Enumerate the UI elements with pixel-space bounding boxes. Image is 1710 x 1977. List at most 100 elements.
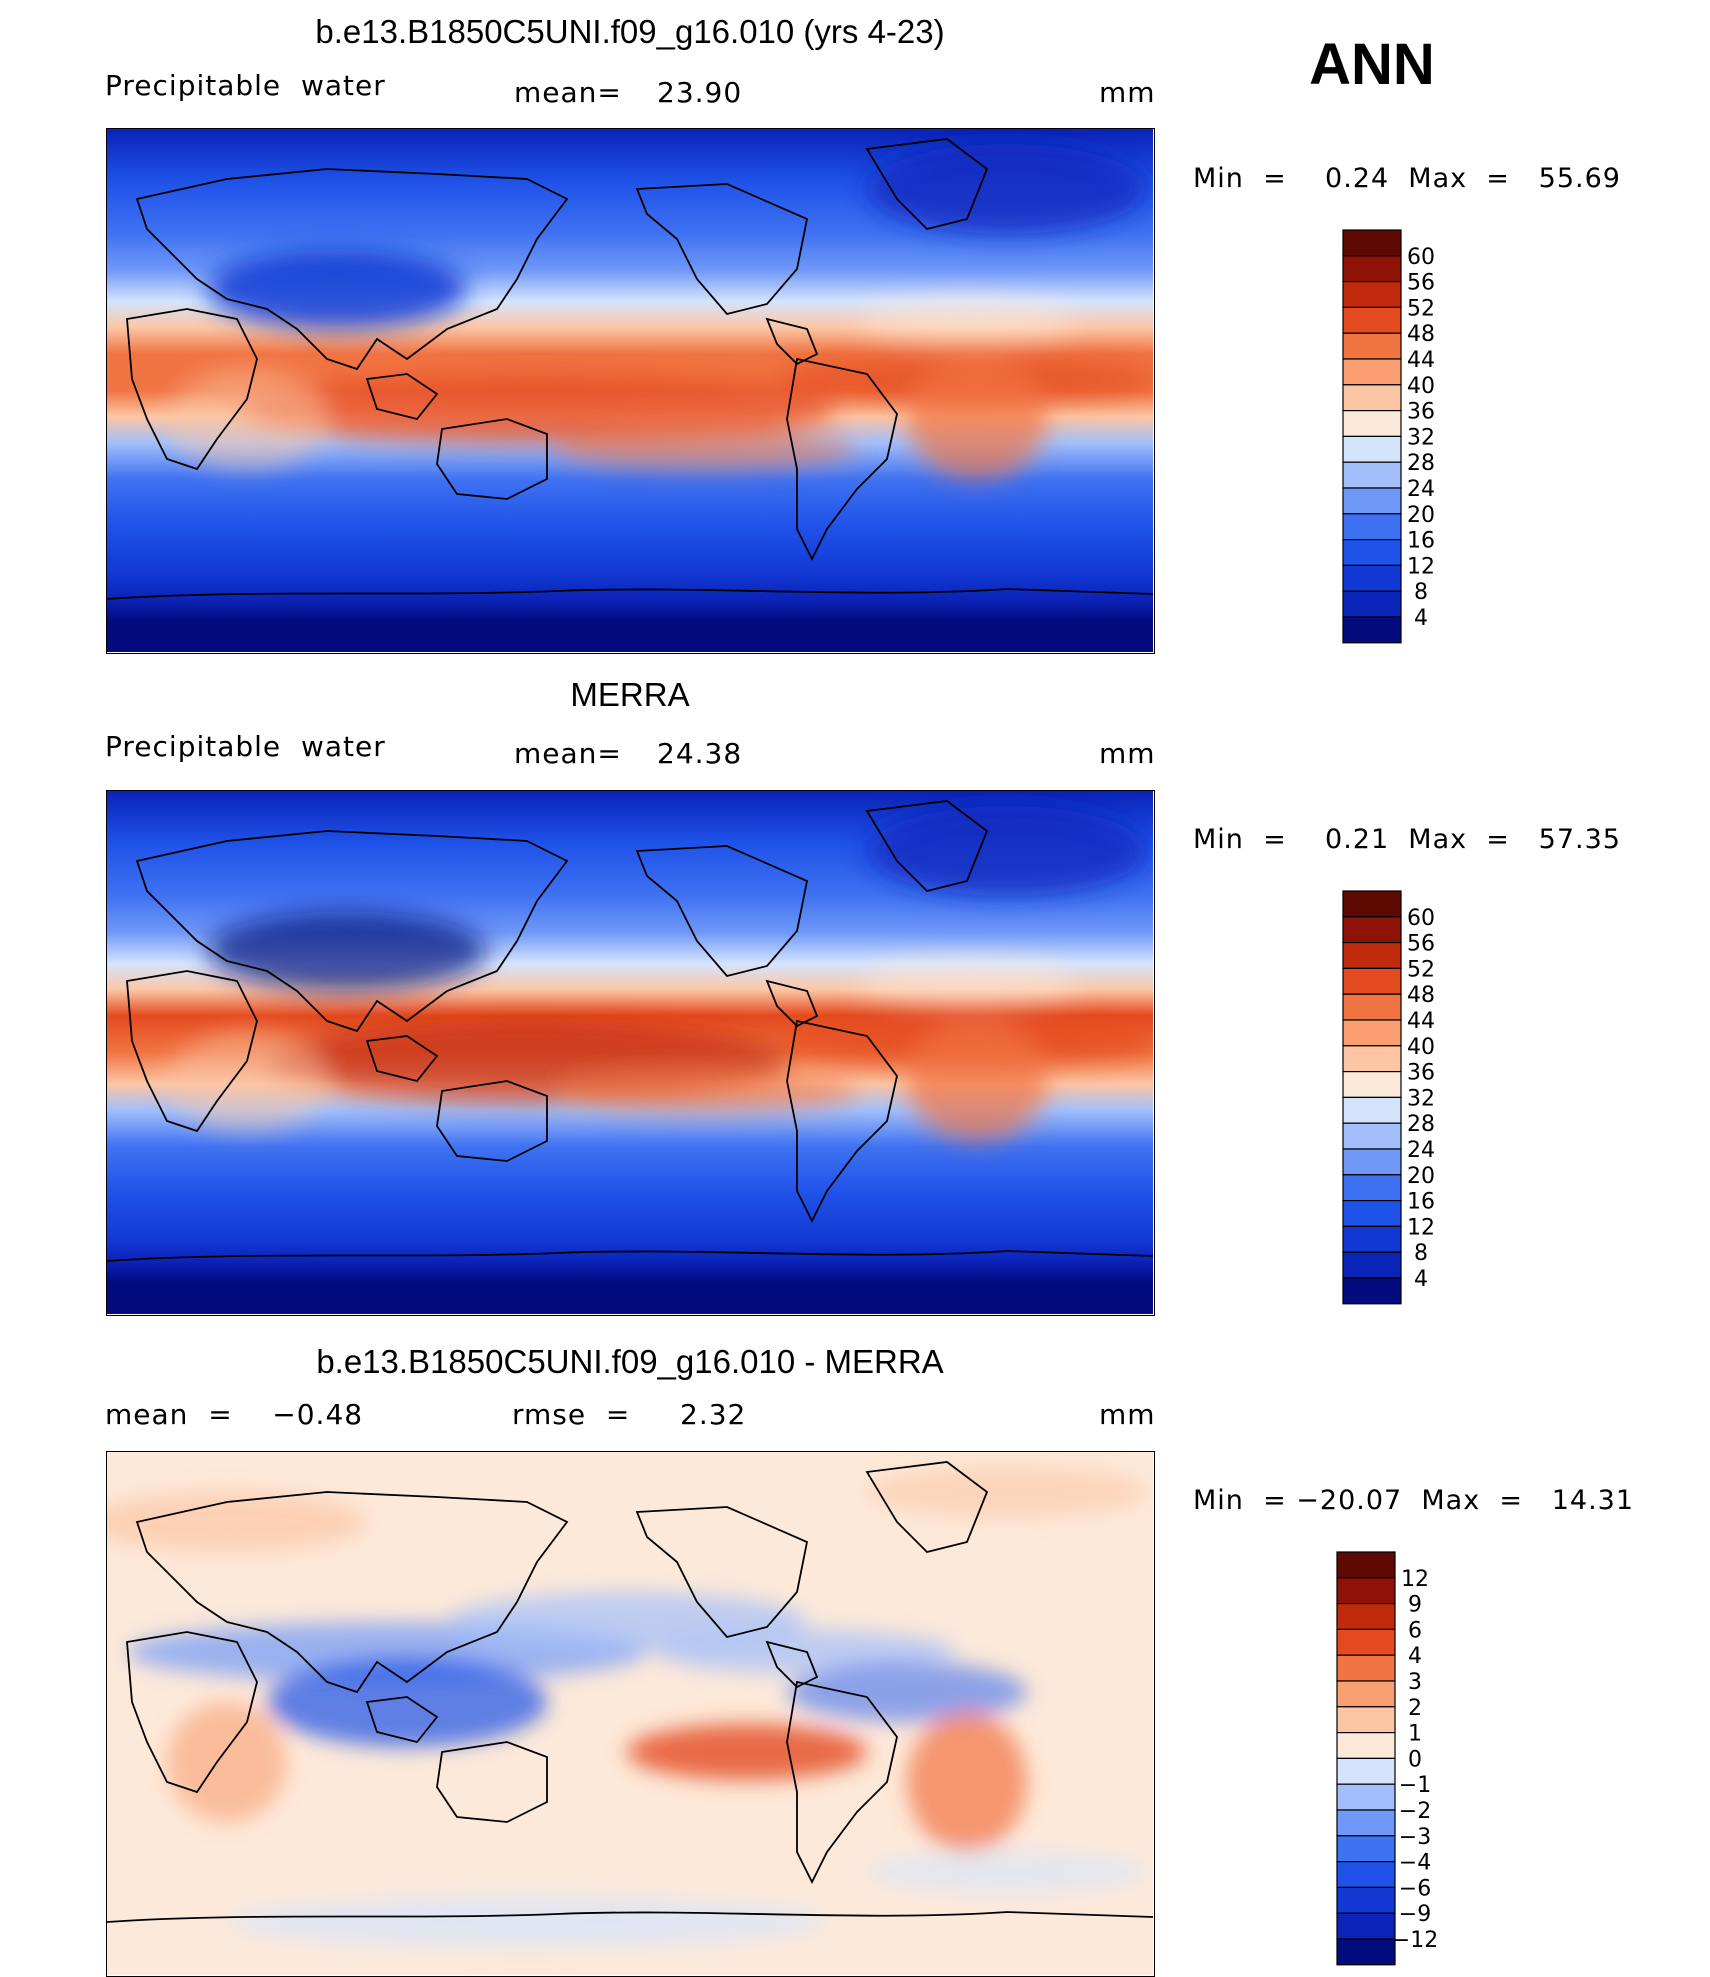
panel2-variable-label: Precipitable water bbox=[105, 730, 386, 763]
panel2-units: mm bbox=[1099, 737, 1156, 770]
colorbar-swatch bbox=[1342, 384, 1402, 412]
colorbar-swatch bbox=[1342, 539, 1402, 567]
panel3-map-canvas bbox=[107, 1452, 1153, 1975]
panel1-variable-label: Precipitable water bbox=[105, 69, 386, 102]
colorbar-swatch bbox=[1342, 916, 1402, 944]
colorbar-swatch bbox=[1342, 358, 1402, 386]
colorbar-swatch bbox=[1342, 1019, 1402, 1047]
panel3-colorbar: 12 9 6 4 3 2 1 0 −1 −2 −3 −4 −6 −9 −12 bbox=[1336, 1551, 1477, 1972]
colorbar-tick-label: 36 bbox=[1407, 1061, 1435, 1086]
colorbar-swatch bbox=[1336, 1886, 1396, 1914]
panel2-features bbox=[167, 806, 1153, 1141]
colorbar-swatch bbox=[1342, 513, 1402, 541]
colorbar-swatch bbox=[1336, 1706, 1396, 1734]
colorbar-swatch bbox=[1342, 229, 1402, 257]
colorbar-tick-label: 40 bbox=[1407, 374, 1435, 399]
colorbar-tick-label: 0 bbox=[1408, 1747, 1422, 1772]
colorbar-swatch bbox=[1342, 435, 1402, 463]
colorbar-swatch bbox=[1342, 280, 1402, 308]
colorbar-tick-label: 12 bbox=[1407, 1215, 1435, 1240]
season-label: ANN bbox=[1309, 32, 1435, 97]
colorbar-swatch bbox=[1336, 1861, 1396, 1889]
colorbar-tick-label: −9 bbox=[1399, 1902, 1431, 1927]
panel2-mean-value: 24.38 bbox=[657, 737, 743, 770]
colorbar-swatch bbox=[1336, 1912, 1396, 1940]
colorbar-tick-label: −2 bbox=[1399, 1799, 1431, 1824]
colorbar-swatch bbox=[1342, 616, 1402, 644]
panel3-rmse-label: rmse = bbox=[512, 1398, 631, 1431]
panel1-units: mm bbox=[1099, 76, 1156, 109]
colorbar-tick-label: −4 bbox=[1399, 1851, 1431, 1876]
colorbar-swatch bbox=[1336, 1835, 1396, 1863]
panel3-units: mm bbox=[1099, 1398, 1156, 1431]
colorbar-swatch bbox=[1342, 306, 1402, 334]
colorbar-swatch bbox=[1336, 1809, 1396, 1837]
colorbar-swatch bbox=[1342, 890, 1402, 918]
colorbar-tick-label: 48 bbox=[1407, 983, 1435, 1008]
panel2-colorbar: 60 56 52 48 44 40 36 32 28 24 20 16 12 8 4 bbox=[1342, 890, 1483, 1311]
colorbar-tick-label: 56 bbox=[1407, 271, 1435, 296]
colorbar-tick-label: 36 bbox=[1407, 400, 1435, 425]
panel1-colorbar: 60 56 52 48 44 40 36 32 28 24 20 16 12 8 4 bbox=[1342, 229, 1483, 650]
panel1-mean-label: mean= bbox=[514, 76, 622, 109]
colorbar-swatch bbox=[1336, 1551, 1396, 1579]
colorbar-swatch bbox=[1342, 590, 1402, 618]
panel1-title: b.e13.B1850C5UNI.f09_g16.010 (yrs 4-23) bbox=[315, 13, 945, 50]
panel2-map bbox=[106, 790, 1155, 1316]
colorbar-tick-label: 8 bbox=[1414, 1241, 1428, 1266]
panel3-map bbox=[106, 1451, 1155, 1977]
colorbar-swatch bbox=[1342, 1096, 1402, 1124]
colorbar-tick-label: 12 bbox=[1407, 554, 1435, 579]
colorbar-tick-label: −12 bbox=[1392, 1928, 1438, 1953]
colorbar-tick-label: 20 bbox=[1407, 1164, 1435, 1189]
colorbar-swatch bbox=[1342, 1045, 1402, 1073]
colorbar-tick-label: 32 bbox=[1407, 425, 1435, 450]
colorbar-tick-label: 28 bbox=[1407, 451, 1435, 476]
colorbar-tick-label: 24 bbox=[1407, 477, 1435, 502]
panel3-rmse-value: 2.32 bbox=[680, 1398, 747, 1431]
colorbar-swatch bbox=[1342, 1225, 1402, 1253]
colorbar-swatch bbox=[1342, 487, 1402, 515]
panel2-min-max: Min = 0.21 Max = 57.35 bbox=[1193, 824, 1621, 855]
colorbar-swatch bbox=[1342, 1200, 1402, 1228]
colorbar-tick-label: 8 bbox=[1414, 580, 1428, 605]
colorbar-tick-label: 16 bbox=[1407, 529, 1435, 554]
colorbar-tick-label: 1 bbox=[1408, 1722, 1422, 1747]
panel1-min-max: Min = 0.24 Max = 55.69 bbox=[1193, 163, 1621, 194]
colorbar-tick-label: 20 bbox=[1407, 503, 1435, 528]
colorbar-swatch bbox=[1336, 1680, 1396, 1708]
colorbar-tick-label: 4 bbox=[1414, 606, 1428, 631]
panel1-map bbox=[106, 128, 1155, 654]
colorbar-swatch bbox=[1342, 1277, 1402, 1305]
colorbar-swatch bbox=[1342, 1122, 1402, 1150]
panel1-features bbox=[167, 144, 1153, 479]
colorbar-swatch bbox=[1342, 1071, 1402, 1099]
panel3-features bbox=[107, 1467, 1147, 1947]
colorbar-swatch bbox=[1342, 1148, 1402, 1176]
colorbar-tick-label: 24 bbox=[1407, 1138, 1435, 1163]
colorbar-tick-label: 44 bbox=[1407, 1009, 1435, 1034]
colorbar-swatch bbox=[1342, 1174, 1402, 1202]
colorbar-tick-label: 9 bbox=[1408, 1593, 1422, 1618]
panel2-map-canvas bbox=[107, 791, 1153, 1314]
colorbar-swatch bbox=[1342, 255, 1402, 283]
colorbar-swatch bbox=[1342, 967, 1402, 995]
colorbar-tick-label: −3 bbox=[1399, 1825, 1431, 1850]
colorbar-tick-label: 48 bbox=[1407, 322, 1435, 347]
colorbar-swatch bbox=[1342, 1251, 1402, 1279]
colorbar-swatch bbox=[1342, 410, 1402, 438]
panel2-coastlines bbox=[107, 800, 1153, 1262]
colorbar-swatch bbox=[1336, 1938, 1396, 1966]
colorbar-tick-label: 28 bbox=[1407, 1112, 1435, 1137]
colorbar-tick-label: 4 bbox=[1408, 1644, 1422, 1669]
colorbar-swatch bbox=[1342, 993, 1402, 1021]
panel3-mean: mean = −0.48 bbox=[105, 1398, 364, 1431]
colorbar-tick-label: −6 bbox=[1399, 1876, 1431, 1901]
colorbar-swatch bbox=[1342, 332, 1402, 360]
colorbar-tick-label: 40 bbox=[1407, 1035, 1435, 1060]
panel1-map-canvas bbox=[107, 129, 1153, 652]
colorbar-tick-label: 52 bbox=[1407, 296, 1435, 321]
panel1-coastlines bbox=[107, 138, 1153, 600]
